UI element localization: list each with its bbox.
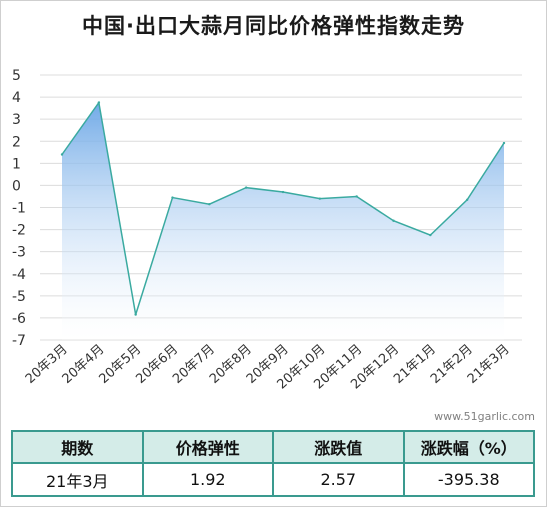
cell-period: 21年3月: [11, 462, 144, 497]
chart-title: 中国·出口大蒜月同比价格弹性指数走势: [82, 14, 465, 38]
area-fill: [62, 102, 504, 340]
data-point: [465, 198, 469, 201]
y-tick-label: 4: [12, 90, 21, 106]
y-tick-label: 3: [12, 112, 21, 128]
data-point: [392, 219, 395, 222]
header-change-percent: 涨跌幅（%）: [402, 430, 535, 464]
data-point: [208, 202, 211, 206]
x-tick-label: 21年3月: [465, 342, 513, 387]
cell-price-elasticity: 1.92: [141, 462, 274, 497]
header-price-elasticity: 价格弹性: [141, 430, 274, 464]
data-point: [97, 101, 101, 104]
header-period: 期数: [11, 430, 144, 464]
data-point: [281, 190, 285, 194]
header-change-value: 涨跌值: [272, 430, 405, 464]
data-point: [502, 141, 506, 145]
summary-table: 期数 价格弹性 涨跌值 涨跌幅（%） 21年3月 1.92 2.57 -395.…: [11, 430, 535, 497]
y-tick-label: -3: [12, 245, 26, 261]
y-tick-label: -7: [12, 333, 26, 349]
data-point: [134, 313, 137, 316]
data-point: [318, 197, 322, 200]
data-point: [60, 153, 64, 156]
series-line: [60, 100, 506, 316]
area-chart: 5 4 3 2 1 0 -1 -2 -3 -4 -5 -6 -7 20年3月20年4月20年5月20年6…: [12, 68, 522, 393]
x-axis-ticks: 20年3月20年4月20年5月20年6月20年7月20年8月20年9月20年10…: [23, 342, 513, 393]
cell-change-percent: -395.38: [402, 462, 535, 497]
area-path: [62, 102, 504, 340]
y-tick-label: -6: [12, 311, 26, 327]
y-axis-ticks: 5 4 3 2 1 0 -1 -2 -3 -4 -5 -6 -7: [12, 68, 26, 349]
summary-data-row: 21年3月 1.92 2.57 -395.38: [11, 462, 535, 497]
y-tick-label: 1: [12, 156, 21, 172]
y-tick-label: 0: [12, 178, 21, 194]
data-point: [171, 196, 174, 199]
y-tick-label: -4: [12, 267, 26, 283]
y-tick-label: -5: [12, 289, 26, 305]
watermark: www.51garlic.com: [434, 410, 535, 423]
cell-change-value: 2.57: [272, 462, 405, 497]
data-point: [429, 233, 432, 237]
y-tick-label: 2: [12, 134, 21, 150]
y-tick-label: 5: [12, 68, 21, 84]
y-tick-label: -1: [12, 201, 26, 217]
data-point: [244, 186, 248, 189]
data-point: [355, 195, 358, 198]
y-tick-label: -2: [12, 223, 26, 239]
summary-header-row: 期数 价格弹性 涨跌值 涨跌幅（%）: [11, 430, 535, 464]
